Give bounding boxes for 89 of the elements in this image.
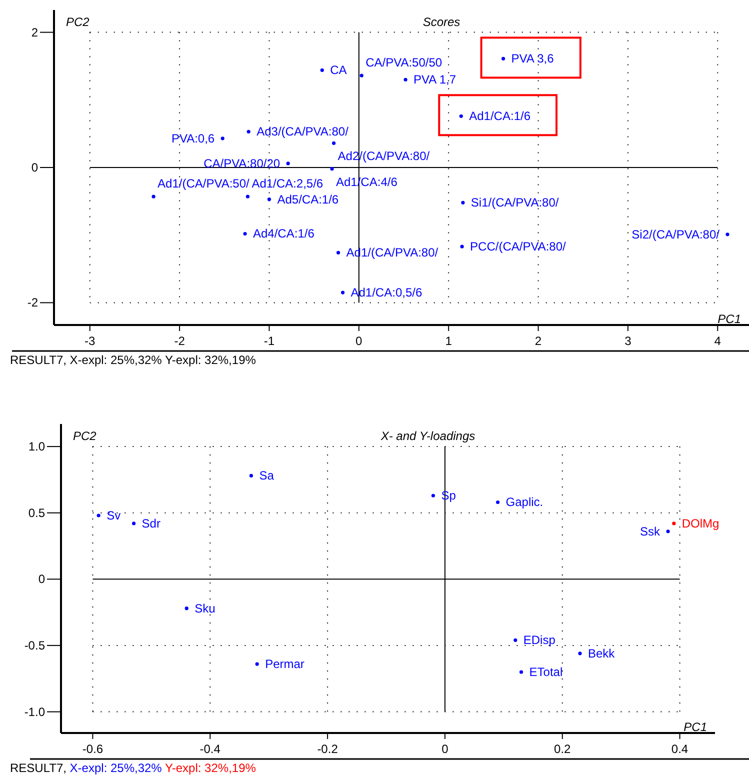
- text: RESULT7,: [10, 761, 66, 775]
- point: [360, 74, 364, 78]
- point: [286, 162, 290, 166]
- text: RESULT7, X-expl: 25%,32% Y-expl: 32%,19%: [10, 353, 256, 367]
- point: [519, 670, 524, 674]
- series-label: Ad1/CA:2,5/6: [252, 176, 324, 191]
- x-tick-label: 1: [445, 334, 452, 348]
- x-tick-label: -1: [264, 334, 275, 348]
- x-tick-label: 0: [356, 334, 363, 348]
- y-tick-label: 2: [31, 25, 38, 40]
- point: [332, 141, 336, 145]
- point: [431, 494, 436, 498]
- point: [460, 244, 464, 248]
- series-label: CA/PVA:50/50: [366, 56, 442, 70]
- y-tick-label: -0.5: [24, 638, 46, 652]
- x-tick-label: -2: [174, 334, 186, 348]
- series-label: Bekk: [588, 646, 616, 660]
- point: [320, 68, 324, 72]
- x-axis-title: PC1: [684, 720, 707, 734]
- x-tick-label: 2: [534, 334, 542, 348]
- x-tick-label: -0.6: [82, 742, 104, 756]
- point: [255, 662, 259, 666]
- series-label: Permar: [265, 657, 304, 672]
- series-label: ETotal: [529, 664, 563, 679]
- series-label: Ad1/(CA/PVA:50/: [158, 176, 250, 191]
- text: X-expl: 25%,32%: [66, 761, 162, 775]
- series-label: CA: [330, 63, 347, 78]
- series-label: DOlMg: [682, 516, 720, 530]
- x-tick-label: -0.2: [317, 742, 338, 756]
- series-label: Si1/(CA/PVA:80/: [470, 196, 560, 210]
- series-label: PCC/(CA/PVA:80/: [470, 240, 567, 254]
- point: [578, 652, 582, 656]
- text: Scores: [422, 15, 460, 29]
- x-axis-title: PC1: [718, 312, 741, 326]
- y-tick-label: -1.0: [24, 704, 46, 719]
- y-tick-label: 0: [38, 572, 46, 586]
- point: [666, 530, 670, 534]
- series-label: Gaplic.: [506, 495, 544, 510]
- series-label: Sv: [106, 508, 121, 523]
- point: [96, 514, 100, 518]
- series-label: Sdr: [142, 516, 160, 530]
- point: [336, 250, 340, 254]
- series-label: PVA 1,7: [414, 72, 456, 87]
- series-label: Sa: [259, 468, 274, 483]
- y-axis-title: PC2: [66, 15, 90, 29]
- series-label: EDisp: [523, 633, 556, 648]
- point: [246, 194, 250, 198]
- point: [220, 136, 224, 140]
- point: [243, 232, 247, 236]
- y-tick-label: 0.5: [28, 506, 46, 520]
- point: [726, 232, 730, 236]
- y-tick-label: 0: [31, 160, 38, 174]
- point: [249, 474, 254, 478]
- point: [404, 78, 408, 82]
- x-tick-label: 0: [442, 742, 449, 756]
- point: [330, 167, 334, 171]
- point: [184, 606, 188, 610]
- series-label: Sku: [194, 601, 216, 616]
- point: [246, 130, 250, 134]
- series-label: Ssk: [640, 524, 662, 538]
- point: [132, 522, 136, 526]
- series-label: PVA 3,6: [511, 52, 554, 66]
- series-label: PVA:0,6: [171, 131, 215, 146]
- point: [152, 194, 156, 198]
- point: [501, 56, 506, 60]
- text: Y-expl: 32%,19%: [162, 761, 256, 775]
- x-tick-label: -0.4: [200, 742, 221, 756]
- series-label: Ad5/CA:1/6: [277, 192, 339, 206]
- y-axis-title: PC2: [73, 429, 97, 443]
- point: [672, 522, 676, 526]
- series-label: CA/PVA:80/20: [204, 156, 280, 170]
- series-label: Ad1/CA:1/6: [469, 109, 531, 124]
- x-tick-label: -3: [84, 334, 96, 348]
- point: [340, 290, 345, 294]
- series-label: Si2/(CA/PVA:80/: [632, 227, 720, 242]
- point: [496, 500, 500, 504]
- series-label: Ad3/(CA/PVA:80/: [256, 124, 350, 139]
- point: [267, 197, 272, 202]
- x-tick-label: 0.2: [554, 742, 572, 756]
- point: [459, 114, 463, 118]
- series-label: Ad4/CA:1/6: [253, 226, 315, 241]
- point: [461, 200, 465, 204]
- y-tick-label: 1.0: [28, 440, 46, 454]
- x-tick-label: 0.4: [671, 742, 688, 756]
- x-tick-label: 4: [714, 334, 722, 348]
- point: [514, 638, 518, 642]
- chart-title: X- and Y-loadings: [380, 429, 476, 443]
- x-tick-label: 3: [624, 334, 632, 348]
- y-tick-label: -2: [27, 296, 38, 310]
